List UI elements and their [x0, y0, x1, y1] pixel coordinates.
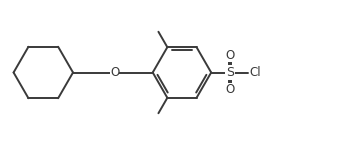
- Text: O: O: [225, 49, 235, 62]
- Text: Cl: Cl: [249, 66, 261, 79]
- Text: O: O: [110, 66, 119, 79]
- Text: S: S: [226, 66, 234, 79]
- Text: O: O: [225, 83, 235, 96]
